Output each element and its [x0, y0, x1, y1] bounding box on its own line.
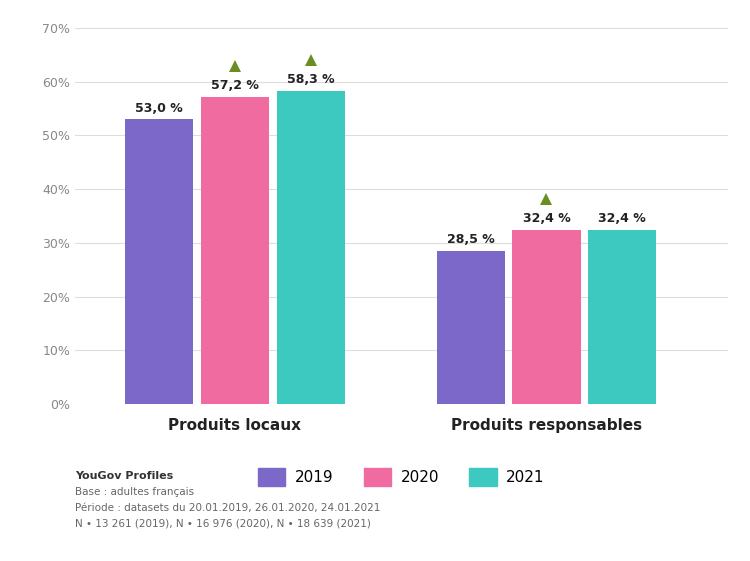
Legend: 2019, 2020, 2021: 2019, 2020, 2021 [251, 461, 552, 493]
Text: 32,4 %: 32,4 % [523, 212, 570, 225]
Bar [125, 119, 194, 404]
Text: 57,2 %: 57,2 % [211, 79, 259, 92]
Bar [512, 230, 580, 404]
Text: N • 13 261 (2019), N • 16 976 (2020), N • 18 639 (2021): N • 13 261 (2019), N • 16 976 (2020), N … [75, 518, 370, 528]
Bar [588, 230, 656, 404]
Text: 28,5 %: 28,5 % [447, 233, 494, 246]
Bar [436, 251, 505, 404]
Bar [201, 97, 269, 404]
Text: Base : adultes français: Base : adultes français [75, 487, 194, 497]
Text: YouGov Profiles: YouGov Profiles [75, 471, 173, 481]
Text: Période : datasets du 20.01.2019, 26.01.2020, 24.01.2021: Période : datasets du 20.01.2019, 26.01.… [75, 503, 380, 513]
Bar [277, 91, 345, 404]
Text: 53,0 %: 53,0 % [135, 102, 183, 114]
Text: 58,3 %: 58,3 % [287, 73, 334, 86]
Text: 32,4 %: 32,4 % [598, 212, 646, 225]
